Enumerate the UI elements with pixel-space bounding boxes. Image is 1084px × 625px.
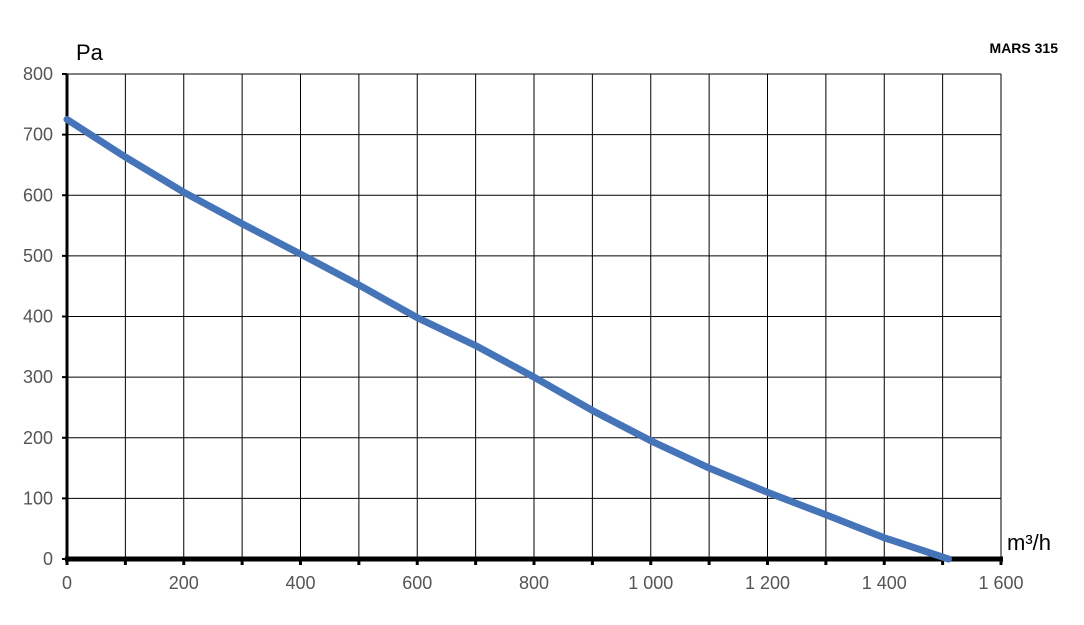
x-tick-label: 1 600 xyxy=(978,573,1023,593)
axes xyxy=(62,73,1003,565)
x-tick-label: 1 400 xyxy=(862,573,907,593)
x-tick-label: 1 200 xyxy=(745,573,790,593)
x-tick-labels: 0 200 400 600 800 1 000 1 200 1 400 1 600 xyxy=(62,573,1024,593)
fan-curve-line xyxy=(63,115,952,563)
x-tick-label: 400 xyxy=(285,573,315,593)
y-tick-label: 600 xyxy=(23,185,53,205)
x-tick-label: 600 xyxy=(402,573,432,593)
y-tick-label: 200 xyxy=(23,428,53,448)
x-tick-label: 1 000 xyxy=(628,573,673,593)
x-tick-label: 200 xyxy=(169,573,199,593)
x-tick-label: 800 xyxy=(519,573,549,593)
grid xyxy=(67,73,1002,559)
y-tick-label: 300 xyxy=(23,367,53,387)
y-tick-label: 500 xyxy=(23,246,53,266)
x-tick-label: 0 xyxy=(62,573,72,593)
y-tick-label: 700 xyxy=(23,125,53,145)
y-tick-label: 800 xyxy=(23,64,53,84)
y-tick-label: 400 xyxy=(23,307,53,327)
y-tick-label: 100 xyxy=(23,488,53,508)
y-axis-label: Pa xyxy=(76,40,104,65)
x-axis-label: m³/h xyxy=(1007,530,1051,555)
series-group xyxy=(63,115,952,563)
y-tick-label: 0 xyxy=(43,549,53,569)
chart-title: MARS 315 xyxy=(990,40,1059,56)
y-tick-labels: 0 100 200 300 400 500 600 700 800 xyxy=(23,64,53,569)
